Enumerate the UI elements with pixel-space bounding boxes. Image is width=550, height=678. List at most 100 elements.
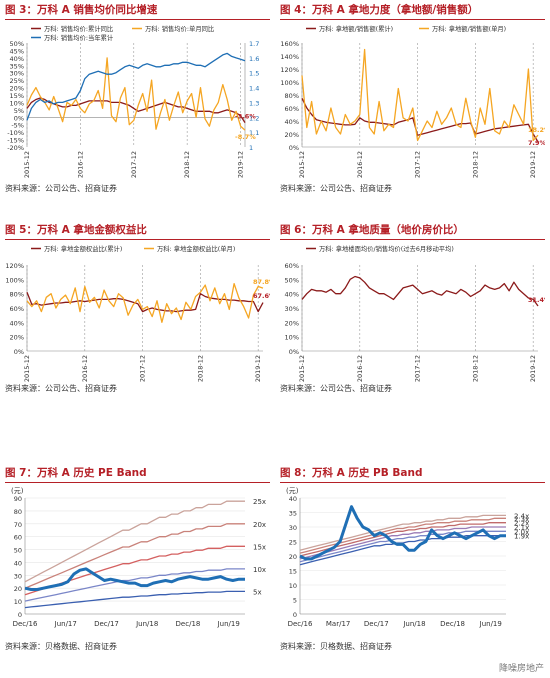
x-tick-label: 2016-12 bbox=[356, 355, 364, 382]
band-label: 2.2x bbox=[514, 520, 529, 528]
y-tick-label: 35% bbox=[10, 62, 24, 70]
data-label: 7.9% bbox=[528, 139, 545, 147]
y-tick-label: 20% bbox=[10, 85, 24, 93]
x-tick-label: Dec/16 bbox=[13, 620, 38, 628]
series-line bbox=[299, 517, 506, 554]
chart-title: 图 5：万科 A 拿地金额权益比 bbox=[5, 224, 147, 236]
y-tick-label: 25% bbox=[10, 77, 24, 85]
y-tick-label: 60 bbox=[14, 534, 22, 542]
y-tick-label: -5% bbox=[11, 122, 24, 130]
y-tick-label: 90 bbox=[14, 495, 22, 503]
x-tick-label: Dec/16 bbox=[288, 620, 313, 628]
series-line bbox=[26, 52, 246, 121]
chart-panel-fig8: 图 8：万科 A 历史 PB Band 0 5 10 15 20 25 30 35 40 (元) D… bbox=[280, 466, 545, 661]
title-divider bbox=[280, 482, 545, 483]
watermark: 降噪房地产 bbox=[498, 664, 544, 674]
y-tick-label: 0% bbox=[289, 144, 299, 152]
y-tick-label: 40% bbox=[285, 291, 299, 299]
legend-label: 万科: 拿地额/销售额(累计) bbox=[319, 24, 393, 33]
y2-tick-label: 1.6 bbox=[249, 55, 259, 63]
y-tick-label: 0% bbox=[14, 114, 24, 122]
chart-source: 资料来源：公司公告、招商证券 bbox=[5, 384, 117, 393]
y-tick-label: 30 bbox=[14, 572, 22, 580]
y-tick-label: 100% bbox=[5, 276, 24, 284]
x-tick-label: Dec/18 bbox=[440, 620, 465, 628]
series-line bbox=[24, 568, 245, 602]
chart-svg: 0% 20% 40% 60% 80% 100% 120% 140% 160% 2015-12 201… bbox=[280, 24, 545, 178]
chart-source: 资料来源：贝格数据、招商证券 bbox=[5, 642, 117, 651]
x-tick-label: Dec/18 bbox=[176, 620, 201, 628]
title-divider bbox=[5, 482, 270, 483]
y-tick-label: 140% bbox=[280, 53, 299, 61]
y-tick-label: 10 bbox=[14, 598, 22, 606]
data-label: -8.7% bbox=[235, 133, 256, 141]
x-tick-label: 2018-12 bbox=[196, 355, 204, 382]
x-tick-label: 2019-12 bbox=[529, 355, 537, 382]
x-tick-label: 2015-12 bbox=[298, 151, 306, 178]
x-tick-label: Jun/18 bbox=[402, 620, 425, 628]
series-line bbox=[299, 530, 506, 563]
y2-tick-label: 1.3 bbox=[249, 99, 259, 107]
series-line bbox=[24, 523, 245, 589]
y-tick-label: 50 bbox=[14, 547, 22, 555]
y-tick-label: 40% bbox=[285, 118, 299, 126]
band-label: 20x bbox=[253, 521, 266, 529]
legend-label: 万科: 销售均价:当年累计 bbox=[44, 33, 114, 42]
y2-tick-label: 1.1 bbox=[249, 129, 259, 137]
series-line bbox=[26, 57, 246, 131]
band-label: 2.1x bbox=[514, 524, 529, 532]
y-tick-label: 5% bbox=[14, 107, 24, 115]
x-tick-label: 2017-12 bbox=[414, 355, 422, 382]
band-label: 2.0x bbox=[514, 528, 529, 536]
chart-svg: 0% 10% 20% 30% 40% 50% 60% 2015-12 2016-12 2017-1… bbox=[285, 244, 545, 382]
y-tick-label: 10% bbox=[10, 99, 24, 107]
chart-panel-fig6: 图 6：万科 A 拿地质量（地价房价比） 0% 10% 20% 30% 40% 50% 60… bbox=[280, 223, 545, 418]
series-line bbox=[24, 500, 245, 583]
x-tick-label: 2019-12 bbox=[529, 151, 537, 178]
y2-tick-label: 1.4 bbox=[249, 85, 259, 93]
x-tick-label: 2018-12 bbox=[183, 151, 191, 178]
series-line bbox=[26, 97, 246, 123]
series-line bbox=[24, 590, 245, 609]
y-tick-label: 40% bbox=[10, 55, 24, 63]
y-tick-label: 80% bbox=[10, 291, 24, 299]
y2-tick-label: 1.2 bbox=[249, 114, 259, 122]
y-tick-label: 100% bbox=[280, 79, 299, 87]
y-tick-label: 35 bbox=[289, 510, 297, 518]
title-divider bbox=[280, 239, 545, 240]
chart-svg: 0 10 20 30 40 50 60 70 80 90(元) Dec/16 Jun/17 Dec/17… bbox=[11, 487, 266, 628]
y-tick-label: 50% bbox=[285, 276, 299, 284]
legend-label: 万科: 拿地额/销售额(单月) bbox=[432, 24, 506, 33]
y-tick-label: 40 bbox=[289, 495, 297, 503]
series-line bbox=[26, 282, 264, 323]
y-tick-label: 0% bbox=[289, 348, 299, 356]
series-line bbox=[299, 505, 506, 561]
chart-panel-fig7: 图 7：万科 A 历史 PE Band 0 10 20 30 40 50 60 70 80 90(… bbox=[5, 466, 270, 661]
band-label: 25x bbox=[253, 498, 266, 506]
chart-svg: -20%-15%-10%-5%0%5%10%15%20%25%30%35%40%… bbox=[7, 24, 259, 178]
y-tick-label: -15% bbox=[7, 137, 24, 145]
y-tick-label: -20% bbox=[7, 144, 24, 152]
legend-label: 万科: 拿地金额权益比(累计) bbox=[44, 244, 122, 253]
title-divider bbox=[5, 19, 270, 20]
y-tick-label: 20% bbox=[285, 319, 299, 327]
band-label: 5x bbox=[253, 588, 262, 596]
y-tick-label: 60% bbox=[285, 262, 299, 270]
series-line bbox=[299, 514, 506, 551]
x-tick-label: 2017-12 bbox=[139, 355, 147, 382]
y-tick-label: 45% bbox=[10, 47, 24, 55]
series-line bbox=[24, 567, 245, 591]
x-tick-label: Jun/17 bbox=[54, 620, 77, 628]
y-tick-label: 60% bbox=[10, 305, 24, 313]
y-tick-label: -10% bbox=[7, 129, 24, 137]
x-tick-label: Dec/17 bbox=[94, 620, 119, 628]
title-divider bbox=[5, 239, 270, 240]
chart-source: 资料来源：公司公告、招商证券 bbox=[280, 184, 392, 193]
x-tick-label: Dec/17 bbox=[364, 620, 389, 628]
chart-source: 资料来源：公司公告、招商证券 bbox=[280, 384, 392, 393]
chart-title: 图 8：万科 A 历史 PB Band bbox=[280, 467, 423, 479]
legend-label: 万科: 拿地金额权益比(单月) bbox=[157, 244, 235, 253]
data-label: -3.6% bbox=[235, 113, 256, 121]
x-tick-label: 2016-12 bbox=[76, 151, 84, 178]
chart-source: 资料来源：公司公告、招商证券 bbox=[5, 184, 117, 193]
